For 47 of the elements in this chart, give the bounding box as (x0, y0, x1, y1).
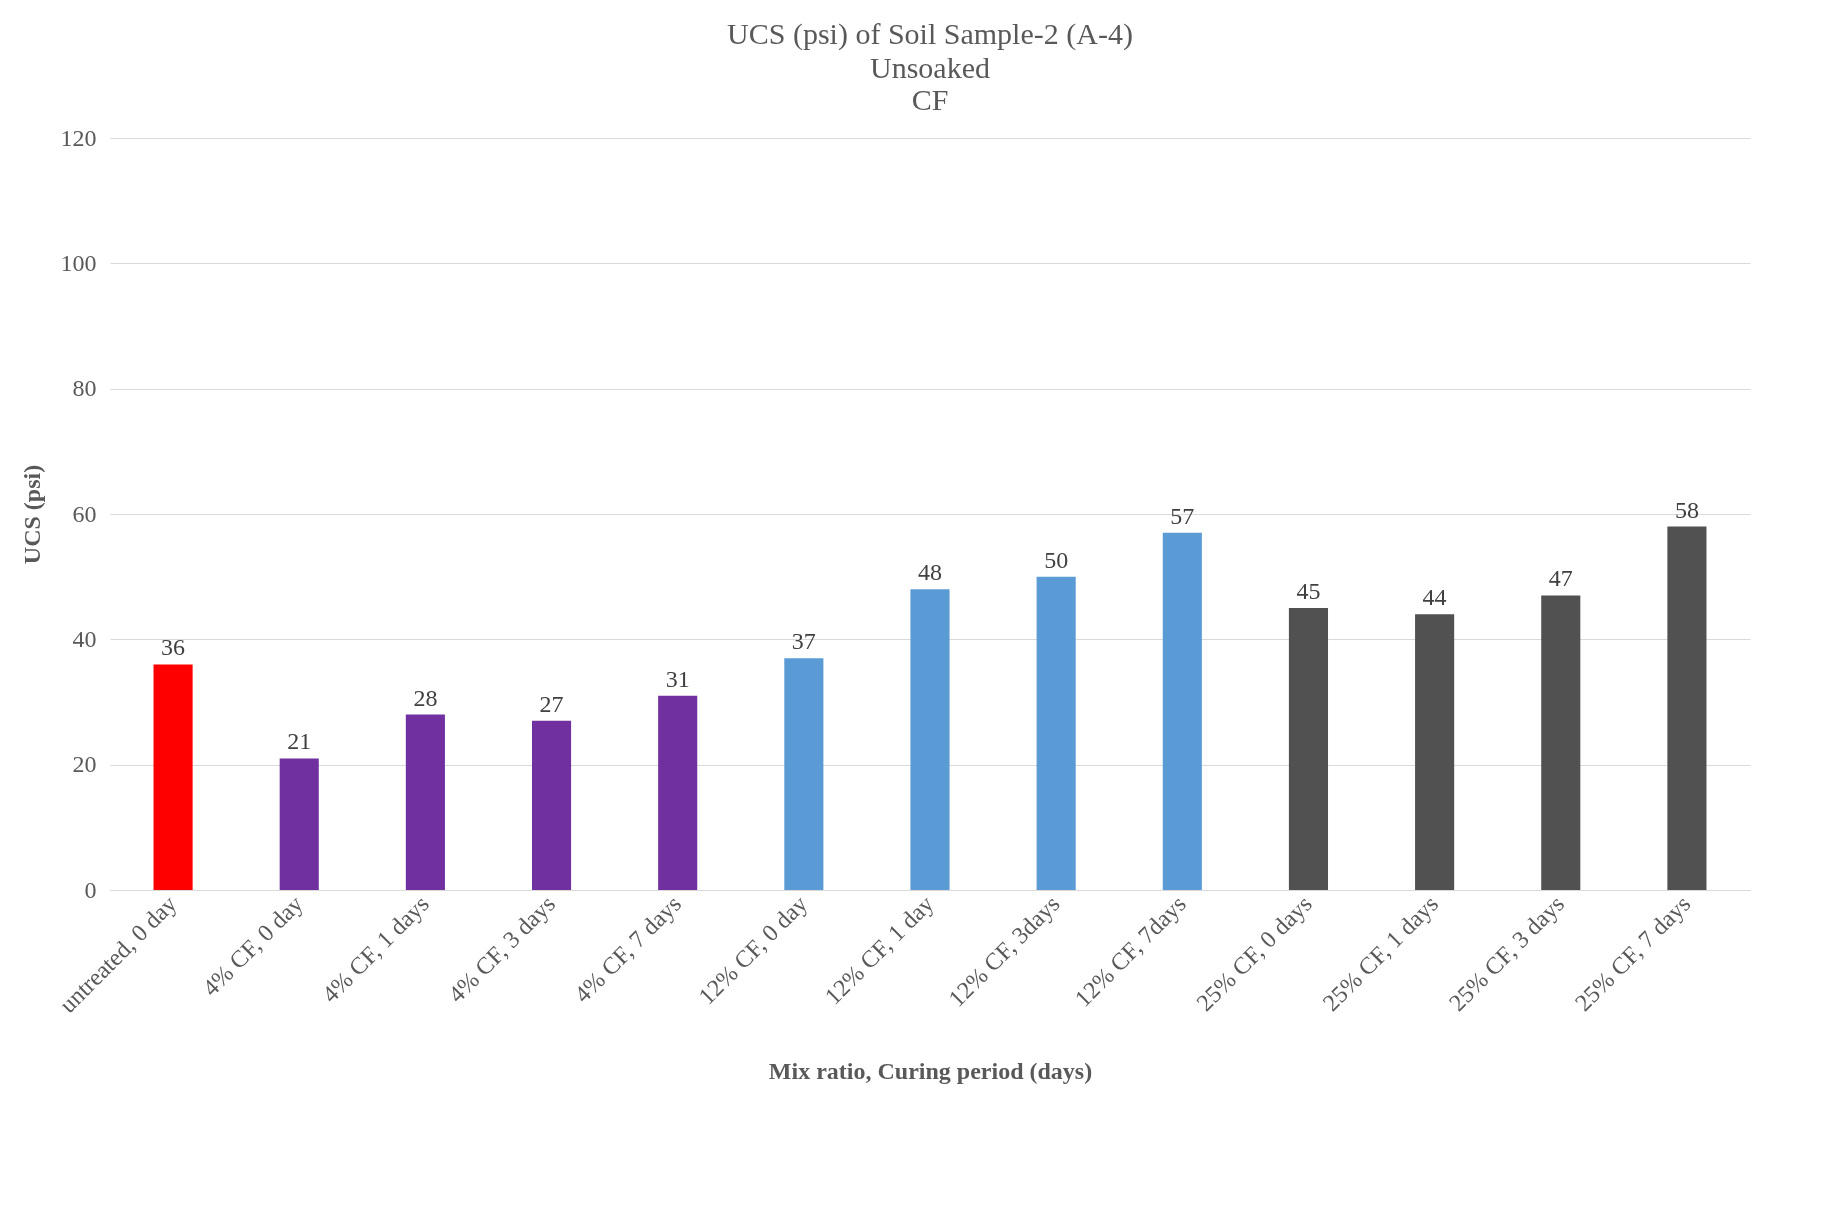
x-tick-label: 25% CF, 1 days (1317, 890, 1444, 1017)
bar (1541, 595, 1581, 890)
y-tick-label: 120 (60, 124, 97, 151)
bar (1415, 614, 1455, 890)
data-label: 50 (1044, 546, 1069, 573)
data-label: 21 (287, 728, 312, 755)
y-tick-label: 60 (72, 500, 97, 527)
data-label: 31 (665, 665, 690, 692)
x-tick-label: 12% CF, 0 day (693, 890, 813, 1010)
x-tick-label: 12% CF, 1 day (819, 890, 939, 1010)
x-tick-label: 4% CF, 7 days (569, 890, 687, 1008)
y-tick-label: 100 (60, 249, 97, 276)
data-label: 27 (539, 690, 564, 717)
data-label: 57 (1170, 502, 1195, 529)
bar (910, 589, 950, 890)
bar (153, 664, 193, 890)
bar (1036, 576, 1076, 890)
data-label: 36 (161, 634, 186, 661)
data-label: 45 (1296, 578, 1321, 604)
x-tick-label: 25% CF, 0 days (1191, 890, 1317, 1017)
y-tick-label: 40 (72, 625, 97, 652)
data-label: 28 (413, 684, 438, 711)
bar (1667, 526, 1707, 890)
x-tick-label: 25% CF, 7 days (1569, 890, 1696, 1017)
bar (658, 695, 698, 890)
data-label: 47 (1548, 565, 1573, 592)
chart-subtitle: Unsoaked CF (870, 51, 990, 116)
y-tick-label: 20 (72, 751, 97, 778)
bar (405, 714, 445, 890)
x-axis-title: Mix ratio, Curing period (days) (768, 1058, 1093, 1085)
bar (279, 758, 319, 890)
y-tick-label: 0 (84, 876, 97, 903)
x-tick-label: 25% CF, 3 days (1443, 890, 1570, 1017)
chart-title: UCS (psi) of Soil Sample-2 (A-4) (727, 17, 1133, 51)
bar (531, 720, 572, 890)
y-axis-title: UCS (psi) (18, 464, 45, 565)
x-tick-label: 4% CF, 1 days (316, 890, 434, 1008)
bar (1162, 532, 1202, 890)
data-label: 37 (791, 628, 816, 655)
bar (784, 658, 824, 890)
data-label: 44 (1422, 584, 1447, 611)
x-tick-label: 4% CF, 3 days (443, 890, 561, 1008)
data-label: 48 (918, 559, 942, 586)
y-tick-label: 80 (72, 375, 97, 402)
data-label: 58 (1674, 496, 1699, 523)
x-tick-label: 4% CF, 0 day (197, 890, 308, 1001)
bar (1288, 608, 1329, 890)
